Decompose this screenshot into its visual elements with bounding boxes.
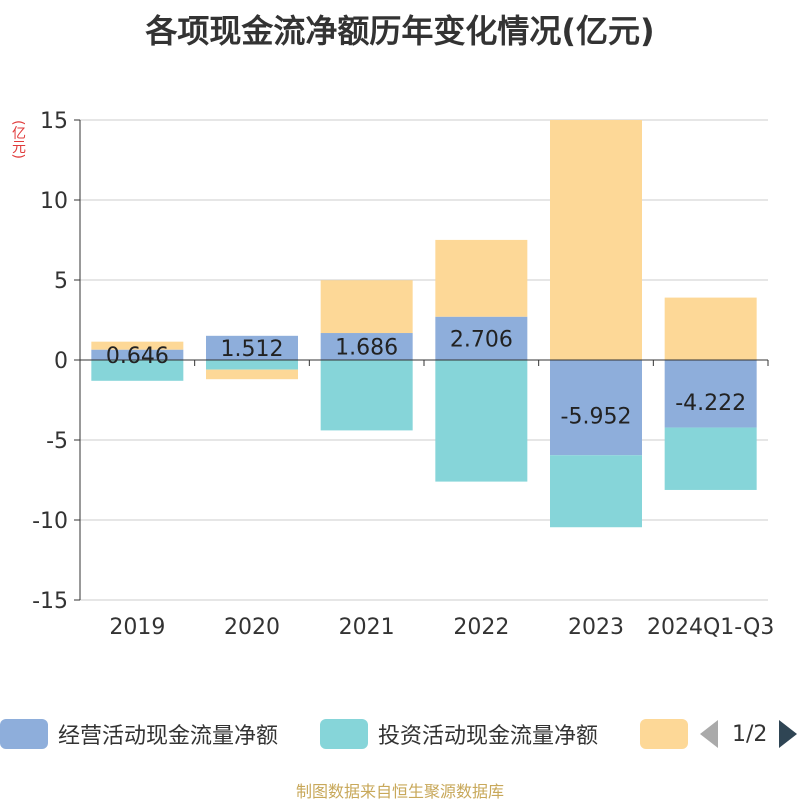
chart-title: 各项现金流净额历年变化情况(亿元)	[145, 12, 655, 50]
data-label: 1.512	[221, 337, 284, 362]
legend-label-operating: 经营活动现金流量净额	[58, 724, 279, 749]
y-tick-label: 0	[54, 349, 68, 374]
bar-series2-2023	[550, 120, 642, 360]
y-tick-label: 10	[40, 189, 68, 214]
legend-label-investing: 投资活动现金流量净额	[378, 724, 599, 749]
data-label: 1.686	[335, 336, 398, 361]
bar-series2-2019	[91, 341, 184, 350]
legend-page-indicator: 1/2	[732, 721, 768, 747]
bar-series1-2022	[435, 360, 528, 482]
data-label: -4.222	[675, 391, 746, 416]
y-tick-label: -10	[32, 509, 68, 534]
legend-item-third[interactable]	[640, 718, 698, 750]
bar-series2-2021	[320, 280, 413, 334]
x-tick-label: 2020	[224, 615, 280, 640]
legend-pager: 1/2	[700, 716, 798, 752]
bar-series0-2024Q1-Q3	[664, 360, 757, 428]
bar-series2-2020	[206, 369, 298, 380]
x-tick-label: 2023	[568, 615, 624, 640]
bar-series0-2023	[550, 360, 642, 456]
bar-series1-2023	[550, 455, 642, 528]
x-tick-label: 2024Q1-Q3	[647, 615, 774, 640]
y-axis-unit-label: (亿元)	[10, 120, 26, 159]
bar-series0-2021	[320, 333, 413, 360]
x-tick-label: 2019	[109, 615, 165, 640]
bar-series0-2020	[206, 335, 298, 360]
data-label: -5.952	[561, 405, 632, 430]
bar-series2-2024Q1-Q3	[664, 297, 757, 360]
x-tick-label: 2022	[453, 615, 509, 640]
data-label: 2.706	[450, 327, 513, 352]
y-tick-label: -15	[32, 589, 68, 614]
y-tick-label: 5	[54, 269, 68, 294]
legend-item-investing[interactable]: 投资活动现金流量净额	[320, 718, 598, 750]
legend-swatch-third	[640, 719, 688, 749]
bar-series0-2019	[91, 349, 184, 360]
x-tick-label: 2021	[339, 615, 395, 640]
y-tick-label: 15	[40, 109, 68, 134]
bar-series2-2022	[435, 239, 528, 317]
bar-series0-2022	[435, 316, 528, 360]
legend-next-arrow-icon[interactable]	[779, 720, 798, 748]
legend-prev-arrow-icon[interactable]	[700, 720, 718, 748]
bar-series1-2021	[320, 360, 413, 431]
legend-swatch-operating	[0, 719, 48, 749]
legend-item-operating[interactable]: 经营活动现金流量净额	[0, 718, 278, 750]
bar-series1-2019	[91, 360, 184, 381]
legend-swatch-investing	[320, 719, 368, 749]
data-source-note: 制图数据来自恒生聚源数据库	[295, 782, 504, 801]
bar-series1-2020	[206, 360, 298, 370]
data-label: 0.646	[106, 344, 169, 369]
bar-series1-2024Q1-Q3	[664, 427, 757, 490]
y-tick-label: -5	[46, 429, 68, 454]
